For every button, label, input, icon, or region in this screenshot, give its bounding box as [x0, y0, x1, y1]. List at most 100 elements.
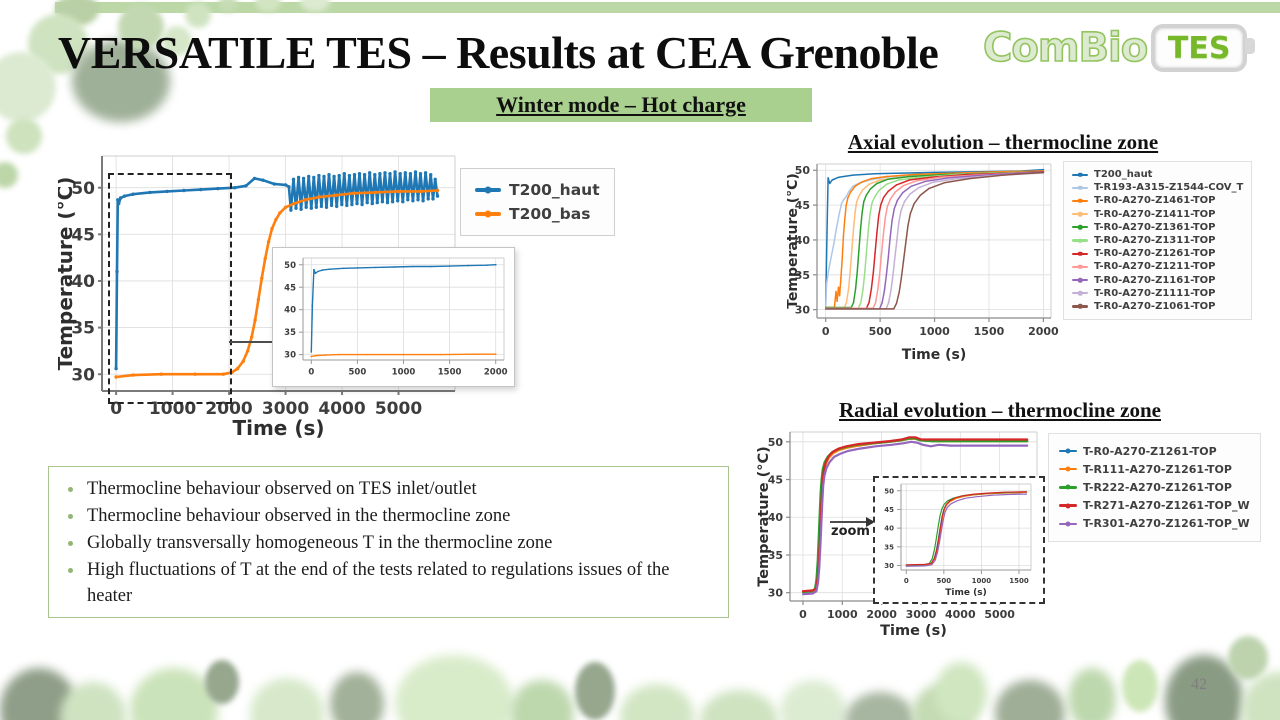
- battery-nub-icon: [1245, 38, 1256, 54]
- svg-text:0: 0: [110, 399, 122, 419]
- legend-line-marker-icon: [1072, 225, 1088, 230]
- legend-line-marker-icon: [1072, 198, 1088, 204]
- legend-line-marker-icon: [1059, 448, 1077, 454]
- main-chart-inset: 0 500 1000 1500 2000 30 35 40 45 50: [272, 247, 515, 387]
- svg-text:30: 30: [71, 365, 95, 385]
- legend-entry: T-R0-A270-Z1311-TOP: [1072, 235, 1243, 246]
- legend-entry: T200_haut: [1072, 169, 1243, 180]
- svg-text:500: 500: [349, 368, 367, 378]
- svg-text:0: 0: [308, 368, 314, 378]
- svg-text:3000: 3000: [906, 608, 937, 621]
- svg-text:45: 45: [795, 199, 810, 212]
- legend-entry: T-R0-A270-Z1211-TOP: [1072, 261, 1243, 272]
- legend-line-marker-icon: [475, 186, 501, 194]
- svg-text:0: 0: [799, 608, 807, 621]
- legend-line-marker-icon: [1072, 277, 1088, 283]
- conclusion-item: High fluctuations of T at the end of the…: [68, 558, 710, 610]
- axial-evolution-chart: 0 500 1000 1500 2000 30 35 40 45 50 Time (s) Temper…: [787, 158, 1059, 364]
- legend-line-marker-icon: [475, 210, 501, 218]
- axial-chart-legend: T200_haut T-R193-A315-Z1544-COV_T T-R0-A27…: [1063, 161, 1253, 321]
- legend-entry: T-R0-A270-Z1111-TOP: [1072, 288, 1243, 299]
- svg-text:Time (s): Time (s): [880, 623, 947, 639]
- axial-section-title: Axial evolution – thermocline zone: [847, 130, 1159, 154]
- roi-arrow: [229, 341, 275, 343]
- legend-line-marker-icon: [1072, 238, 1088, 243]
- svg-text:50: 50: [768, 436, 784, 449]
- legend-series-label: T-R0-A270-Z1211-TOP: [1094, 261, 1216, 273]
- svg-text:1000: 1000: [149, 399, 196, 419]
- svg-text:45: 45: [884, 506, 894, 514]
- legend-series-label: T-R271-A270-Z1261-TOP_W: [1083, 499, 1250, 513]
- legend-entry: T-R0-A270-Z1061-TOP: [1072, 301, 1243, 312]
- svg-text:5000: 5000: [375, 399, 422, 419]
- svg-text:1500: 1500: [1009, 577, 1029, 585]
- svg-text:40: 40: [795, 234, 811, 247]
- radial-inset-chart: 0 500 1000 1500 30 35 40 45 50 Time (s): [884, 483, 1032, 598]
- svg-text:40: 40: [71, 272, 95, 292]
- svg-text:1500: 1500: [438, 368, 462, 378]
- legend-line-marker-icon: [1059, 466, 1077, 472]
- svg-text:500: 500: [937, 577, 952, 585]
- svg-text:500: 500: [869, 325, 892, 338]
- svg-text:Temperature (°C): Temperature (°C): [757, 446, 772, 587]
- legend-line-marker-icon: [1072, 185, 1088, 191]
- legend-entry: T-R0-A270-Z1261-TOP: [1072, 248, 1243, 259]
- conclusion-item: Thermocline behaviour observed on TES in…: [68, 477, 710, 503]
- legend-line-marker-icon: [1072, 264, 1088, 270]
- svg-text:40: 40: [284, 306, 296, 316]
- svg-text:1000: 1000: [972, 577, 992, 585]
- svg-text:35: 35: [71, 319, 95, 339]
- legend-series-label: T-R0-A270-Z1261-TOP: [1094, 248, 1216, 260]
- svg-text:1000: 1000: [392, 368, 416, 378]
- tes-logo-text: TES: [1167, 30, 1231, 66]
- legend-line-marker-icon: [1059, 521, 1077, 527]
- svg-text:35: 35: [284, 328, 296, 338]
- radial-section-title: Radial evolution – thermocline zone: [839, 398, 1161, 422]
- mode-banner: Winter mode – Hot charge: [430, 88, 812, 122]
- svg-text:Temperature (°C): Temperature (°C): [58, 177, 77, 371]
- top-green-bar: [55, 2, 1280, 13]
- legend-series-label: T200_haut: [509, 181, 600, 199]
- svg-text:45: 45: [768, 473, 783, 486]
- svg-text:Time (s): Time (s): [945, 588, 986, 598]
- legend-line-marker-icon: [1059, 484, 1077, 490]
- svg-text:45: 45: [71, 225, 95, 245]
- svg-text:2000: 2000: [866, 608, 897, 621]
- svg-text:30: 30: [884, 562, 894, 570]
- legend-entry: T-R222-A270-Z1261-TOP: [1059, 481, 1250, 494]
- legend-line-marker-icon: [1072, 211, 1088, 217]
- legend-series-label: T200_bas: [509, 205, 591, 223]
- radial-chart-legend: T-R0-A270-Z1261-TOP T-R111-A270-Z1261-TOP…: [1048, 433, 1261, 542]
- svg-text:35: 35: [768, 549, 783, 562]
- svg-text:50: 50: [884, 487, 894, 495]
- legend-series-label: T200_haut: [1094, 169, 1153, 181]
- legend-series-label: T-R0-A270-Z1311-TOP: [1094, 235, 1216, 247]
- combio-logo-text: ComBio: [982, 24, 1149, 72]
- legend-entry: T-R301-A270-Z1261-TOP_W: [1059, 517, 1250, 530]
- svg-text:35: 35: [884, 543, 894, 551]
- conclusions-box: Thermocline behaviour observed on TES in…: [48, 466, 729, 618]
- legend-series-label: T-R0-A270-Z1161-TOP: [1094, 274, 1216, 286]
- svg-text:30: 30: [768, 587, 784, 600]
- conclusion-item: Thermocline behaviour observed in the th…: [68, 504, 710, 530]
- svg-text:40: 40: [884, 525, 894, 533]
- svg-text:30: 30: [284, 351, 296, 361]
- legend-series-label: T-R193-A315-Z1544-COV_T: [1094, 182, 1244, 194]
- svg-text:0: 0: [822, 325, 830, 338]
- legend-series-label: T-R0-A270-Z1361-TOP: [1094, 221, 1216, 233]
- radial-chart-inset: 0 500 1000 1500 30 35 40 45 50 Time (s): [873, 476, 1045, 604]
- svg-text:45: 45: [284, 283, 296, 293]
- combiotes-logo: ComBio TES: [982, 24, 1256, 72]
- legend-series-label: T-R0-A270-Z1461-TOP: [1094, 195, 1216, 207]
- legend-line-marker-icon: [1072, 251, 1088, 256]
- legend-entry: T-R271-A270-Z1261-TOP_W: [1059, 499, 1250, 512]
- svg-text:2000: 2000: [484, 368, 508, 378]
- page-number: 42: [1191, 676, 1207, 693]
- svg-text:40: 40: [768, 511, 784, 524]
- legend-entry: T-R0-A270-Z1461-TOP: [1072, 195, 1243, 206]
- svg-text:3000: 3000: [262, 399, 309, 419]
- zoom-arrow: [830, 521, 868, 523]
- conclusion-item: Globally transversally homogeneous T in …: [68, 531, 710, 557]
- svg-text:1000: 1000: [919, 325, 950, 338]
- legend-series-label: T-R0-A270-Z1411-TOP: [1094, 208, 1216, 220]
